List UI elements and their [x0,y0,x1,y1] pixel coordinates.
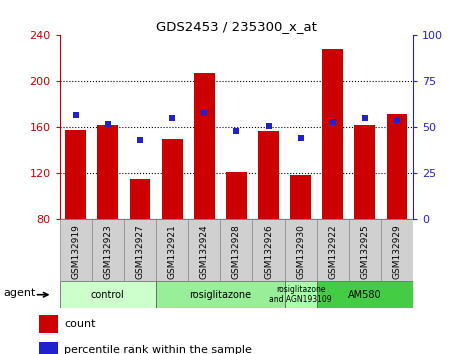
Bar [60,281,156,308]
Point [233,128,240,134]
Point [72,112,79,118]
Text: GSM132930: GSM132930 [296,224,305,279]
Text: GSM132925: GSM132925 [360,224,369,279]
Text: GSM132929: GSM132929 [392,224,402,279]
Text: GSM132927: GSM132927 [135,224,145,279]
Point [136,137,144,143]
Bar [349,219,381,281]
Bar [97,125,118,312]
Bar [156,281,285,308]
Text: GSM132928: GSM132928 [232,224,241,279]
Bar [354,125,375,312]
Text: GSM132922: GSM132922 [328,224,337,279]
Bar [386,114,408,312]
Point [361,115,369,121]
Bar [162,139,183,312]
Bar [65,130,86,312]
Bar [290,175,311,312]
Bar [258,131,279,312]
Bar [285,219,317,281]
Bar [285,281,317,308]
Point [329,119,336,125]
Bar [92,219,124,281]
Point [265,123,272,129]
Bar [129,179,151,312]
Bar [194,73,215,312]
Point [104,121,112,127]
Bar [156,219,188,281]
Text: GSM132926: GSM132926 [264,224,273,279]
Bar [322,49,343,312]
Text: GSM132921: GSM132921 [168,224,177,279]
Bar [226,172,247,312]
Point [393,117,401,123]
Text: percentile rank within the sample: percentile rank within the sample [64,346,252,354]
Text: AM580: AM580 [348,290,382,300]
Point [297,136,304,141]
Text: GSM132924: GSM132924 [200,224,209,279]
Text: GSM132919: GSM132919 [71,224,80,279]
Bar [381,219,413,281]
Bar [39,342,58,354]
Bar [252,219,285,281]
Text: count: count [64,319,96,329]
Bar [220,219,252,281]
Bar [317,219,349,281]
Bar [39,315,58,333]
Text: control: control [91,290,125,300]
Bar [60,219,92,281]
Text: GSM132923: GSM132923 [103,224,112,279]
Bar [124,219,156,281]
Title: GDS2453 / 235300_x_at: GDS2453 / 235300_x_at [156,20,317,33]
Text: rosiglitazone
and AGN193109: rosiglitazone and AGN193109 [269,285,332,304]
Text: rosiglitazone: rosiglitazone [189,290,252,300]
Point [201,110,208,115]
Bar [317,281,413,308]
Bar [188,219,220,281]
Point [168,115,176,121]
Text: agent: agent [3,289,35,298]
